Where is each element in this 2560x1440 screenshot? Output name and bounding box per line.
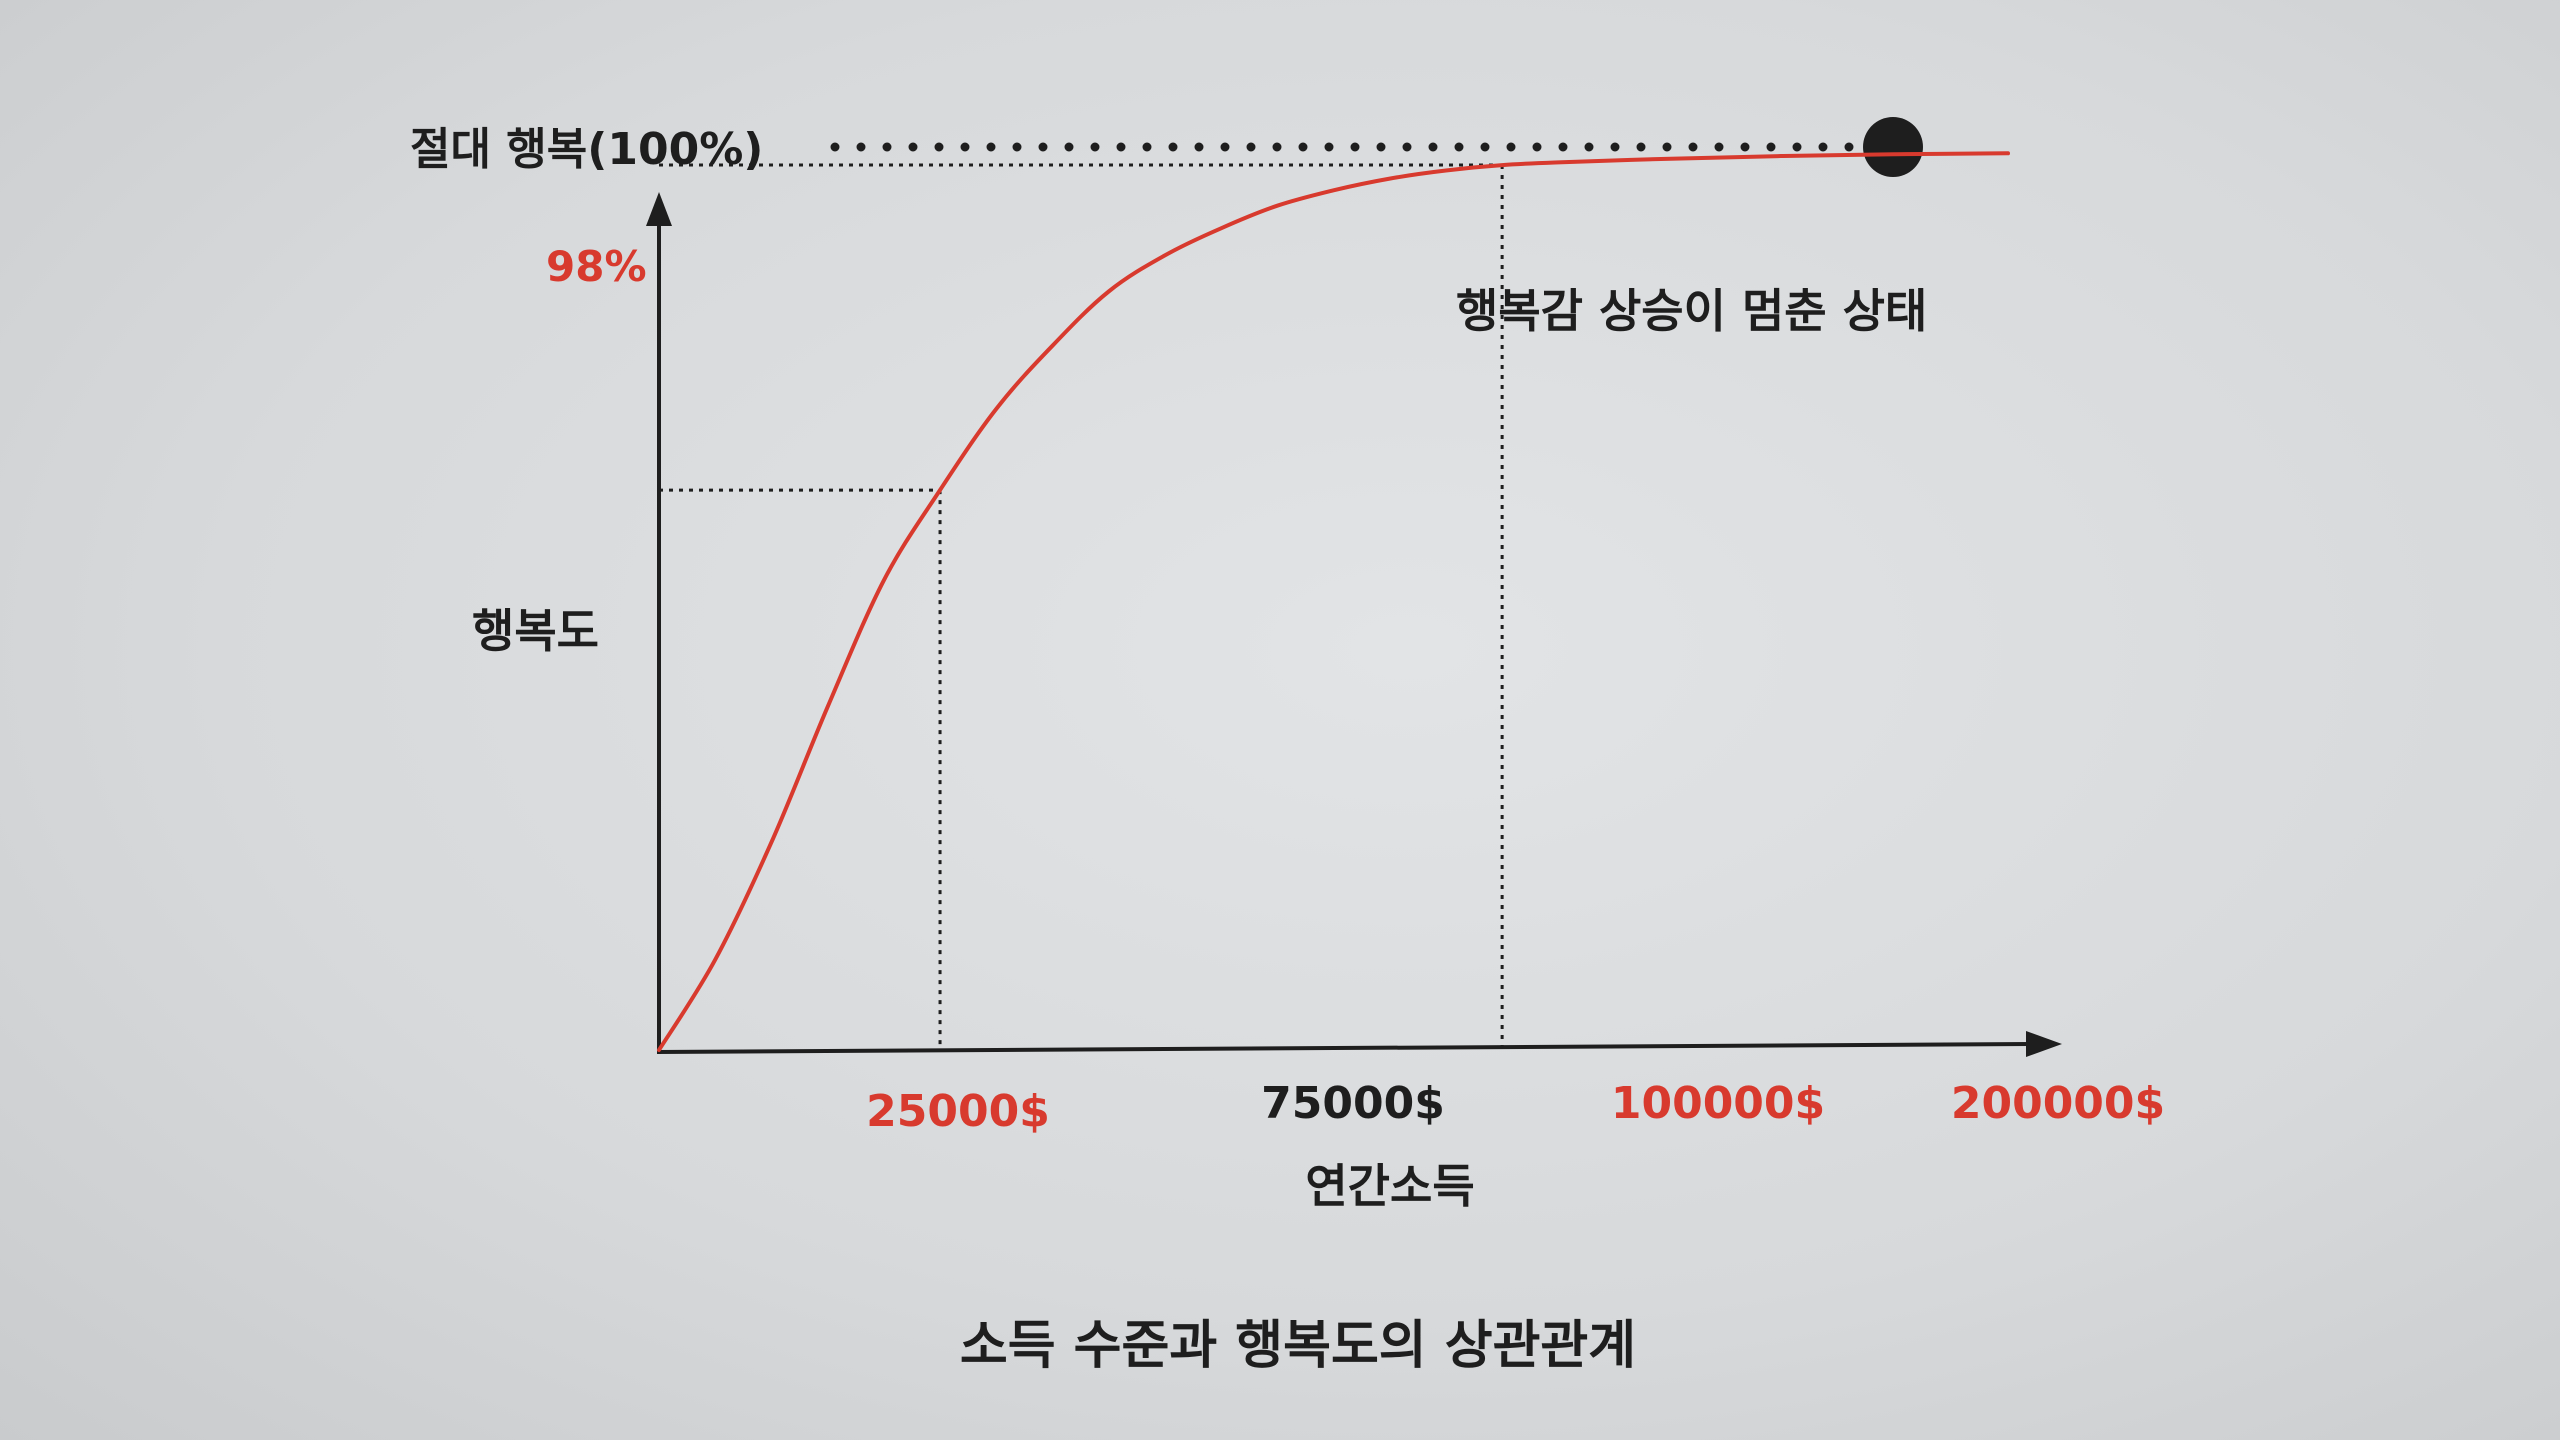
y-axis-label: 행복도 [472,604,599,658]
absolute-happiness-label: 절대 행복(100%) [410,124,763,175]
y-axis-arrow [646,192,672,226]
x-tick-labels: 25000$ 75000$ 100000$ 200000$ [866,1078,2165,1137]
plateau-annotation: 행복감 상승이 멈춘 상태 [1456,284,1927,338]
x-tick-label-0: 25000$ [866,1086,1050,1137]
series-line-happiness [657,151,2010,1052]
percent-98-label: 98% [546,242,647,291]
x-axis-label: 연간소득 [1305,1159,1474,1213]
x-axis [656,1042,2031,1054]
axes [646,192,2062,1057]
absolute-happiness-marker [1863,117,1923,177]
x-tick-label-1: 75000$ [1261,1078,1445,1129]
x-tick-label-3: 200000$ [1951,1078,2165,1129]
x-tick-label-2: 100000$ [1611,1078,1825,1129]
x-axis-arrow [2026,1031,2062,1057]
guide-lines [659,163,1504,1046]
chart-title: 소득 수준과 행복도의 상관관계 [960,1316,1636,1376]
